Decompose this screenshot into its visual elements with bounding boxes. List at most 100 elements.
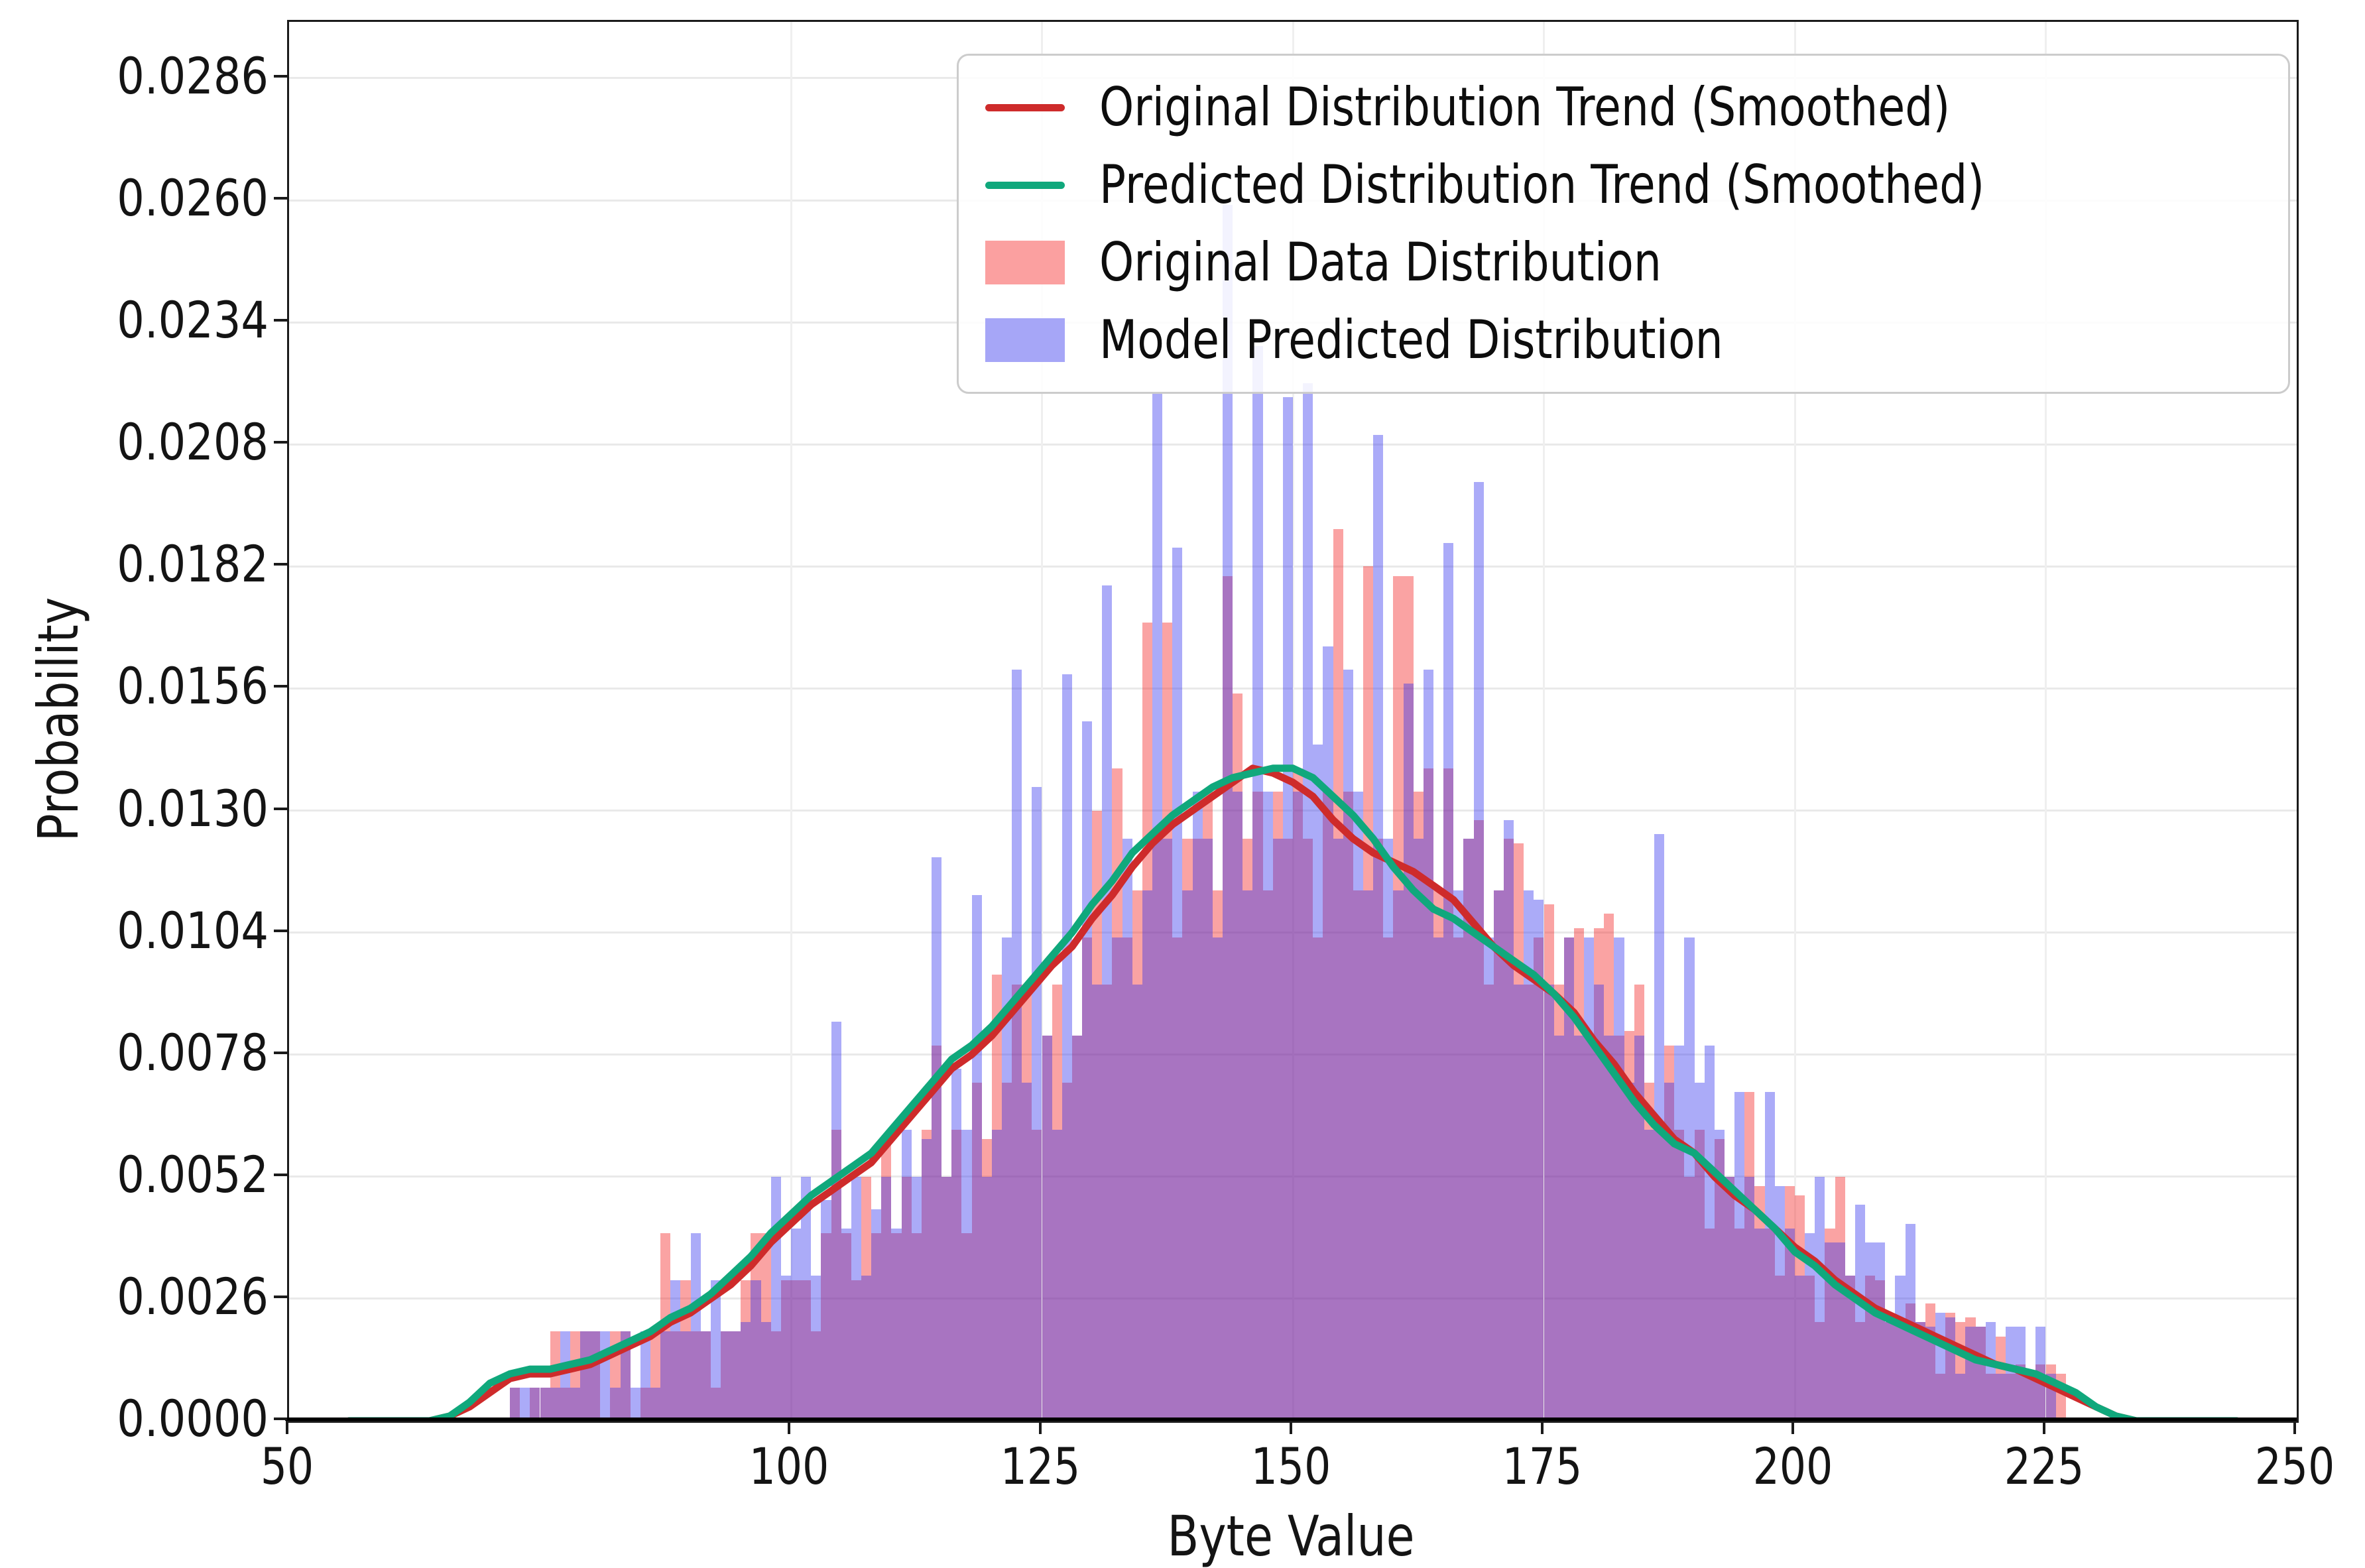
histogram-bar-predicted [610,1388,621,1421]
histogram-bar-original [1493,890,1504,1421]
histogram-bar-predicted [1704,1045,1715,1421]
histogram-bar-predicted [2005,1327,2016,1421]
y-tick-mark [274,929,287,932]
histogram-bar-predicted [1573,1036,1585,1421]
histogram-bar-predicted [760,1322,771,1421]
x-tick-label: 225 [2004,1437,2084,1496]
histogram-bar-original [1805,1275,1815,1421]
histogram-bar-original [1764,1228,1775,1421]
histogram-bar-original [721,1331,731,1421]
histogram-bar-original [1553,984,1564,1421]
histogram-bar-predicted [1473,481,1484,1421]
histogram-bar-predicted [520,1388,530,1421]
legend-box: Original Distribution Trend (Smoothed) P… [957,54,2290,394]
histogram-bar-original [1433,890,1444,1421]
histogram-bar-original [1514,843,1524,1421]
histogram-bar-predicted [1112,937,1122,1421]
histogram-bar-original [1563,937,1574,1421]
histogram-bar-predicted [1343,670,1353,1421]
histogram-bar-original [1272,792,1283,1421]
histogram-bar-original [1092,810,1103,1421]
histogram-bar-original [1383,937,1394,1421]
histogram-bar-original [981,1139,992,1421]
original-trend-line [345,764,2240,1421]
y-tick-mark [274,441,287,444]
histogram-bar-predicted [570,1388,581,1421]
y-tick-mark [274,1173,287,1176]
histogram-bar-original [570,1331,581,1421]
histogram-bar-predicted [1383,839,1394,1421]
histogram-bar-predicted [961,1130,972,1421]
histogram-bar-predicted [540,1388,550,1421]
histogram-bar-original [1854,1322,1865,1421]
histogram-bar-predicted [1252,345,1263,1421]
histogram-bar-predicted [1122,839,1132,1421]
histogram-bar-predicted [1202,839,1213,1421]
histogram-bar-predicted [1975,1327,1986,1421]
histogram-bar-predicted [1233,792,1243,1421]
histogram-bar-original [1684,1176,1695,1421]
histogram-bar-original [1744,1092,1755,1421]
histogram-bar-predicted [1032,787,1042,1421]
histogram-bar-original [540,1388,550,1421]
histogram-bar-original [620,1331,631,1421]
histogram-bar-original [1544,904,1554,1421]
histogram-bar-predicted [1744,1176,1755,1421]
histogram-bar-original [1714,1139,1725,1421]
histogram-bar-predicted [1092,984,1103,1421]
histogram-bar-predicted [941,1176,952,1421]
histogram-bar-predicted [1243,890,1253,1421]
green-line-swatch-icon [985,181,1065,189]
histogram-bar-original [821,1233,831,1421]
histogram-bar-original [1975,1327,1986,1421]
histogram-bar-predicted [700,1331,711,1421]
histogram-bar-predicted [1955,1374,1966,1421]
histogram-bar-predicted [1443,542,1454,1421]
histogram-bar-predicted [510,1388,520,1421]
histogram-bar-predicted [911,1176,922,1421]
histogram-bar-predicted [1815,1176,1825,1421]
histogram-bar-original [1413,792,1424,1421]
histogram-bar-original [1503,839,1514,1421]
histogram-bar-original [1674,1130,1685,1421]
histogram-bar-original [1323,792,1333,1421]
histogram-bar-original [1071,1036,1083,1421]
x-tick-label: 175 [1502,1437,1582,1496]
histogram-bar-original [1353,890,1363,1421]
histogram-bar-original [560,1388,570,1421]
histogram-bar-original [710,1388,721,1421]
histogram-bar-original [1694,1130,1705,1421]
gridline-vertical [790,22,792,1421]
x-tick-label: 100 [749,1437,829,1496]
histogram-bar-predicted [1052,1130,1062,1421]
histogram-bar-original [1313,937,1323,1421]
histogram-bar-predicted [1333,839,1343,1421]
histogram-bar-original [1303,839,1313,1421]
histogram-bar-original [580,1331,591,1421]
histogram-bar-predicted [1854,1205,1865,1421]
histogram-bar-predicted [1714,1130,1725,1421]
x-tick-mark [1540,1421,1544,1434]
y-tick-label: 0.0208 [117,412,269,472]
histogram-bar-predicted [690,1233,701,1421]
histogram-bar-original [1202,792,1213,1421]
x-tick-label: 200 [1752,1437,1833,1496]
histogram-bar-predicted [1223,205,1233,1421]
x-tick-mark [2042,1421,2045,1434]
histogram-bar-original [1182,839,1193,1421]
histogram-bar-original [991,975,1002,1421]
histogram-bar-predicted [1433,937,1444,1421]
histogram-bar-original [1132,890,1142,1421]
y-tick-label: 0.0286 [117,46,269,105]
histogram-bar-predicted [660,1331,671,1421]
histogram-bar-original [1233,693,1243,1421]
y-tick-mark [274,685,287,688]
histogram-bar-original [731,1331,741,1421]
x-tick-label: 250 [2254,1437,2335,1496]
histogram-bar-predicted [1022,1083,1032,1421]
histogram-bar-predicted [580,1331,591,1421]
histogram-bar-predicted [620,1331,631,1421]
x-tick-mark [1290,1421,1292,1434]
histogram-bar-predicted [1995,1374,2006,1421]
histogram-bar-predicted [1845,1275,1855,1421]
